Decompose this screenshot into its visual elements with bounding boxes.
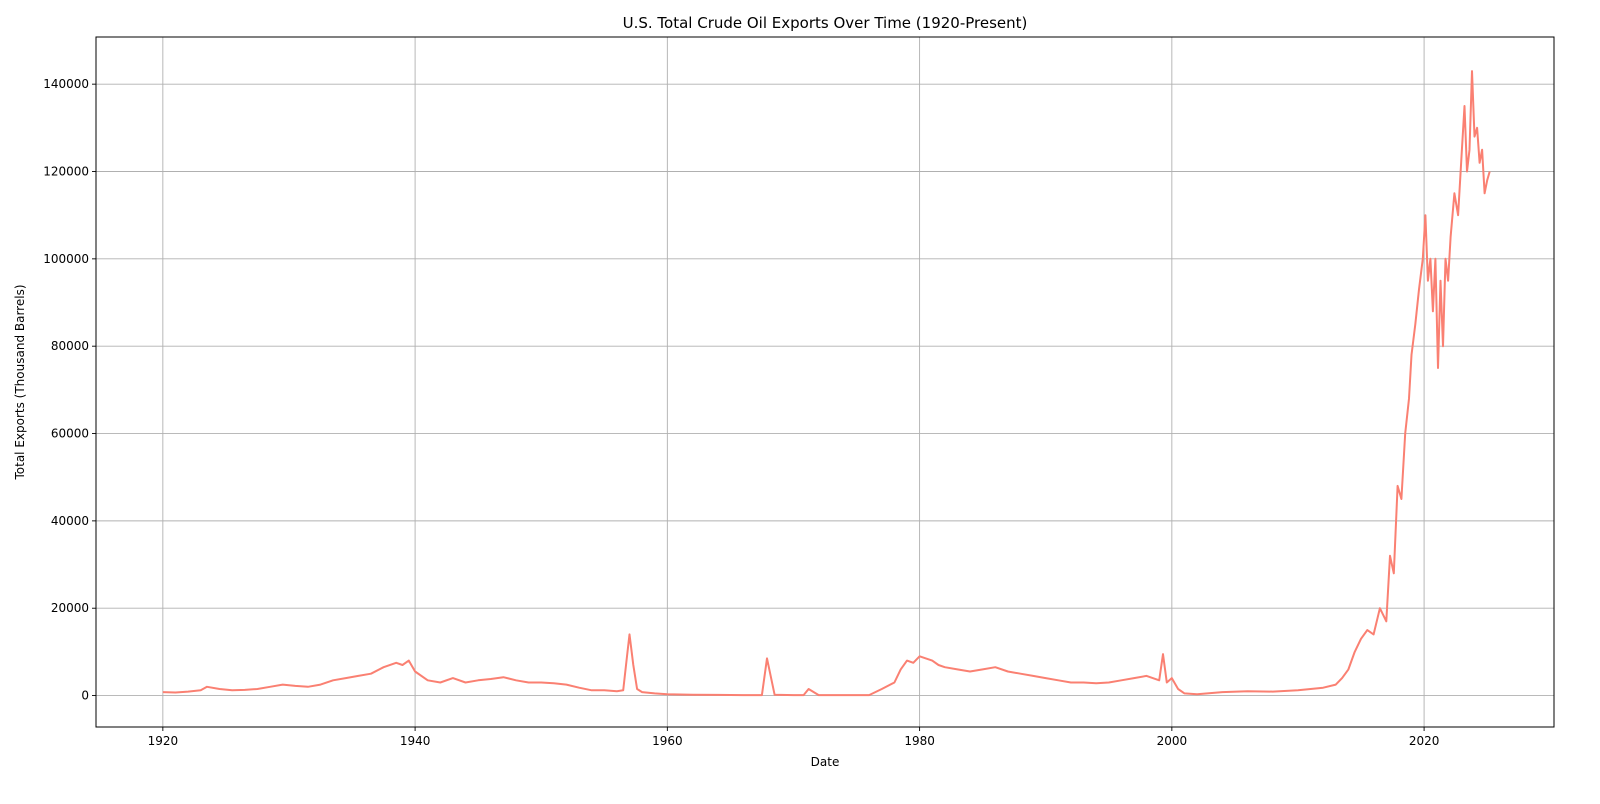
x-axis-title: Date [811, 755, 840, 769]
axis-ticks: 1920 1940 1960 1980 2000 2020 0 20000 40000 60000… [43, 77, 1439, 748]
chart-title: U.S. Total Crude Oil Exports Over Time (… [623, 14, 1028, 32]
x-tick-label: 1980 [904, 734, 935, 748]
x-tick-label: 1940 [400, 734, 431, 748]
series-layer [162, 70, 1491, 697]
y-tick-label: 100000 [43, 252, 89, 266]
x-tick-label: 1960 [652, 734, 683, 748]
y-axis-title: Total Exports (Thousand Barrels) [13, 284, 27, 480]
y-tick-label: 40000 [51, 514, 89, 528]
x-tick-label: 1920 [148, 734, 179, 748]
y-tick-label: 80000 [51, 339, 89, 353]
series-line-total-exports [162, 70, 1491, 697]
x-tick-label: 2000 [1157, 734, 1188, 748]
y-tick-label: 120000 [43, 165, 89, 179]
plot-area-frame [95, 36, 1555, 728]
y-tick-label: 140000 [43, 77, 89, 91]
y-tick-label: 20000 [51, 601, 89, 615]
x-tick-label: 2020 [1409, 734, 1440, 748]
y-tick-label: 0 [81, 689, 89, 703]
y-tick-label: 60000 [51, 427, 89, 441]
grid-lines [96, 37, 1554, 727]
